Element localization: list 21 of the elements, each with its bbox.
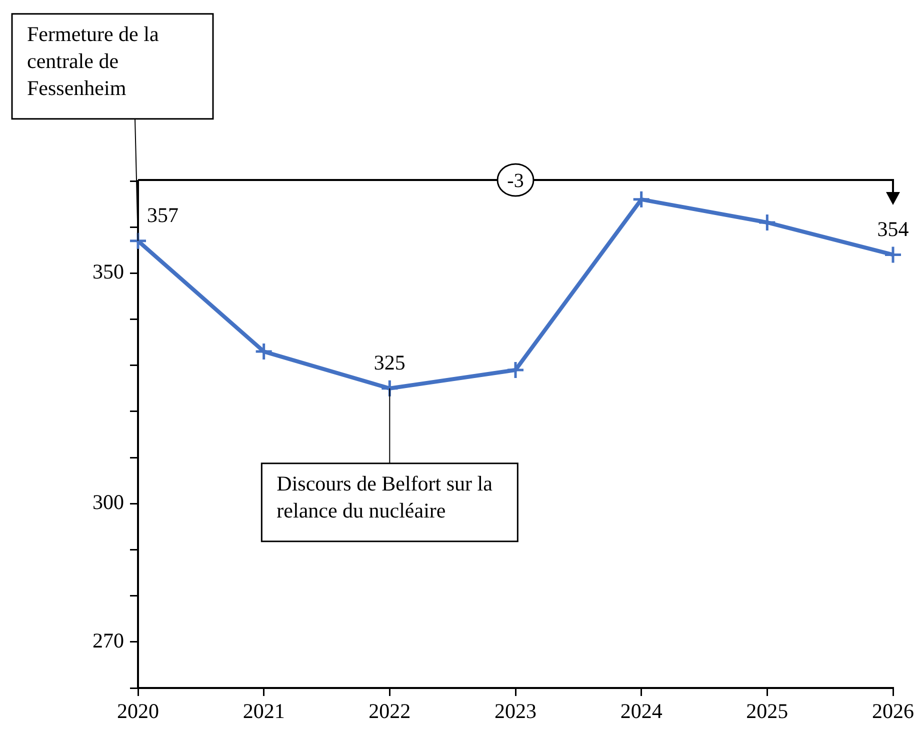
y-tick-label: 300: [92, 490, 124, 514]
x-tick-label: 2024: [620, 699, 663, 724]
data-label: 354: [877, 216, 910, 241]
y-tick-label: 350: [92, 260, 124, 284]
x-tick-label: 2026: [872, 699, 914, 724]
point: [884, 245, 902, 264]
point: [506, 360, 525, 380]
point: [254, 342, 274, 361]
x-tick-label: 2021: [242, 699, 285, 724]
annotation: Discours de Belfort sur la relance du nucléaire: [276, 471, 494, 522]
x-tick-label: 2020: [117, 699, 159, 724]
data-label: 357: [147, 202, 178, 227]
x-tick-label: 2023: [494, 699, 536, 724]
y-tick-label: 270: [92, 628, 124, 652]
annotation: -3: [507, 170, 524, 192]
point: [758, 213, 776, 232]
x-tick-label: 2025: [746, 699, 788, 724]
point: [632, 190, 651, 209]
data-label: 325: [374, 350, 406, 374]
annotation: Fermeture de la centrale de Fessenheim: [27, 22, 160, 100]
x-tick-label: 2022: [368, 699, 411, 724]
